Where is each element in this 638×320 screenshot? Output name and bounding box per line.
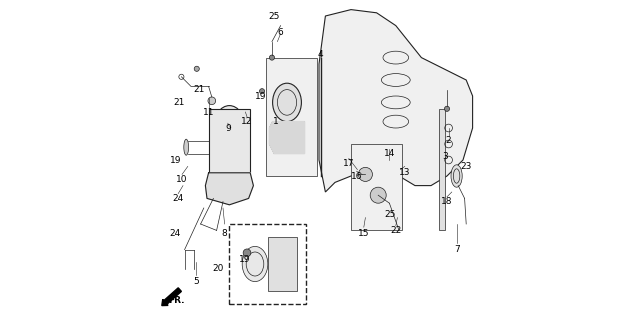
Circle shape xyxy=(370,187,386,203)
Circle shape xyxy=(208,97,216,105)
Text: 9: 9 xyxy=(225,124,231,132)
Text: 21: 21 xyxy=(173,98,184,107)
FancyArrow shape xyxy=(162,288,181,306)
Bar xyxy=(351,144,402,230)
Text: 16: 16 xyxy=(351,172,362,180)
Ellipse shape xyxy=(272,83,301,122)
Text: 5: 5 xyxy=(193,277,198,286)
Text: 19: 19 xyxy=(239,255,251,264)
Bar xyxy=(209,109,250,173)
Text: 19: 19 xyxy=(170,156,181,164)
Circle shape xyxy=(194,66,199,71)
Text: 4: 4 xyxy=(318,50,323,59)
Circle shape xyxy=(445,106,450,111)
Text: 21: 21 xyxy=(193,85,205,94)
Text: 8: 8 xyxy=(222,229,228,238)
Ellipse shape xyxy=(213,106,246,150)
Bar xyxy=(268,237,297,291)
Polygon shape xyxy=(269,122,304,154)
Circle shape xyxy=(243,249,251,257)
Text: 10: 10 xyxy=(176,175,188,184)
Text: 22: 22 xyxy=(390,226,401,235)
Polygon shape xyxy=(205,173,253,205)
Text: 1: 1 xyxy=(273,117,279,126)
Text: 2: 2 xyxy=(446,136,452,145)
Circle shape xyxy=(269,55,274,60)
Text: 23: 23 xyxy=(461,162,472,171)
Bar xyxy=(439,109,445,230)
Text: 7: 7 xyxy=(454,245,459,254)
Ellipse shape xyxy=(242,246,268,282)
Circle shape xyxy=(260,89,265,94)
Text: 24: 24 xyxy=(172,194,184,203)
Text: FR.: FR. xyxy=(168,296,185,305)
Text: 18: 18 xyxy=(441,197,453,206)
Circle shape xyxy=(359,167,373,181)
Text: 17: 17 xyxy=(343,159,355,168)
Text: 25: 25 xyxy=(385,210,396,219)
Text: 24: 24 xyxy=(169,229,181,238)
Text: 11: 11 xyxy=(203,108,214,116)
Text: 19: 19 xyxy=(255,92,267,100)
Text: 3: 3 xyxy=(443,152,449,161)
Bar xyxy=(230,224,306,304)
Text: 20: 20 xyxy=(212,264,223,273)
Ellipse shape xyxy=(451,165,462,187)
Ellipse shape xyxy=(225,122,234,134)
Polygon shape xyxy=(319,10,473,192)
Bar xyxy=(266,58,317,176)
Text: 15: 15 xyxy=(358,229,369,238)
Text: 12: 12 xyxy=(241,117,253,126)
Ellipse shape xyxy=(184,139,189,155)
Text: 6: 6 xyxy=(278,28,283,36)
Text: 13: 13 xyxy=(399,168,410,177)
Text: 25: 25 xyxy=(268,12,279,20)
Text: 14: 14 xyxy=(383,149,395,158)
